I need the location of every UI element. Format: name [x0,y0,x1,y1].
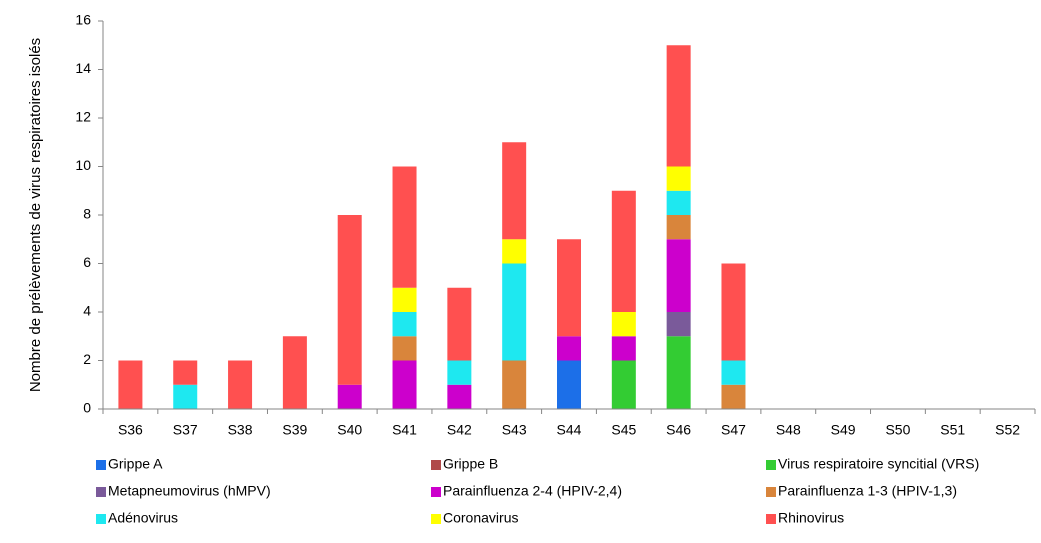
bar-segment [611,336,636,361]
x-tick-label: S37 [173,422,198,438]
x-tick-label: S44 [557,422,582,438]
x-tick-label: S36 [118,422,143,438]
x-tick-label: S45 [611,422,636,438]
bar-segment [502,263,527,361]
bar-segment [557,336,581,361]
x-tick-label: S51 [940,422,965,438]
bar-segment [666,190,691,215]
legend-label: Grippe A [108,456,163,472]
legend-label: Rhinovirus [778,510,844,526]
y-tick-label: 16 [75,12,91,28]
bar-segment [666,239,691,312]
legend-swatch [96,487,106,497]
legend-swatch [766,487,776,497]
bar-segment [337,215,362,385]
y-tick-label: 6 [83,254,91,270]
bar-segment [666,336,691,409]
legend-swatch [96,514,106,524]
x-tick-label: S52 [995,422,1020,438]
legend-swatch [431,460,441,470]
y-tick-label: 2 [83,351,91,367]
bar-segment [392,166,417,288]
x-tick-label: S41 [392,422,417,438]
bar-segment [557,239,581,337]
legend-label: Virus respiratoire syncitial (VRS) [778,456,979,472]
bar-segment [173,384,198,409]
y-tick-label: 0 [83,400,91,416]
x-tick-label: S48 [776,422,801,438]
bar-segment [666,215,691,240]
x-tick-label: S39 [282,422,307,438]
bar-segment [557,360,581,409]
x-tick-label: S38 [228,422,253,438]
bar-segment [337,384,362,409]
bar-segment [447,384,472,409]
bar-segment [447,360,472,385]
legend-label: Metapneumovirus (hMPV) [108,483,271,499]
y-tick-label: 10 [75,157,91,173]
bar-segment [392,360,417,409]
bar-segment [666,166,691,191]
bar-segment [392,336,417,361]
bar-segment [392,312,417,337]
legend-swatch [431,487,441,497]
bar-segment [611,190,636,312]
bar-segment [666,312,691,337]
bar-segment [721,360,746,385]
y-tick-label: 14 [75,60,91,76]
y-tick-label: 12 [75,109,91,125]
legend-swatch [96,460,106,470]
bar-segment [502,360,527,409]
legend-label: Grippe B [443,456,498,472]
bar-segment [282,336,307,409]
x-tick-label: S46 [666,422,691,438]
legend-label: Parainfluenza 1-3 (HPIV-1,3) [778,483,957,499]
y-tick-label: 8 [83,206,91,222]
x-tick-label: S40 [337,422,362,438]
legend-label: Adénovirus [108,510,178,526]
bar-segment [447,287,472,361]
legend-label: Parainfluenza 2-4 (HPIV-2,4) [443,483,622,499]
x-tick-label: S50 [885,422,910,438]
bar-segment [118,360,143,409]
y-axis-title: Nombre de prélèvements de virus respirat… [27,38,44,392]
legend-swatch [431,514,441,524]
x-tick-label: S49 [831,422,856,438]
bar-segment [666,45,691,167]
bar-segment [173,360,198,385]
legend-swatch [766,514,776,524]
bar-segment [611,360,636,409]
bar-segment [502,239,527,264]
bar-segment [392,287,417,312]
bar-segment [502,142,527,240]
bar-segment [611,312,636,337]
x-tick-label: S43 [502,422,527,438]
x-tick-label: S42 [447,422,472,438]
bar-segment [721,263,746,361]
y-tick-label: 4 [83,303,91,319]
x-tick-label: S47 [721,422,746,438]
legend-swatch [766,460,776,470]
legend-label: Coronavirus [443,510,518,526]
bar-segment [721,384,746,409]
bar-segment [228,360,253,409]
